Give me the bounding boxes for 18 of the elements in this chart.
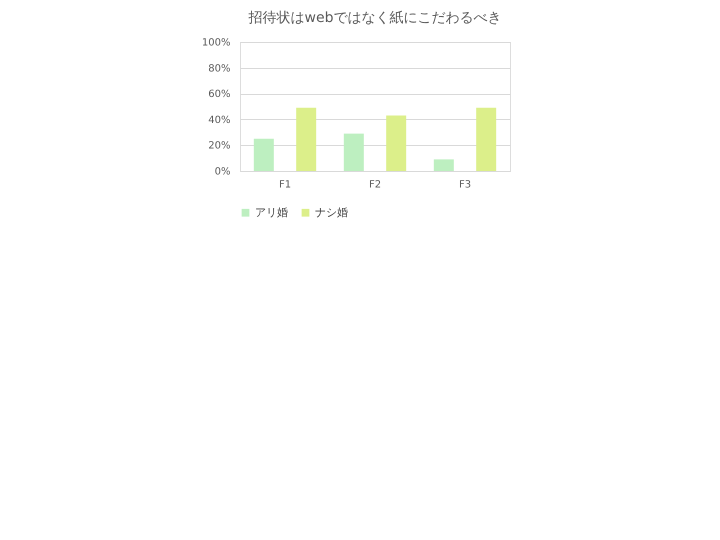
x-tick-label: F3 (458, 180, 472, 190)
bar (254, 138, 274, 171)
bar (434, 159, 454, 171)
y-tick-label: 0% (214, 166, 230, 178)
y-tick-label: 60% (208, 89, 230, 100)
x-tick-label: F2 (368, 180, 382, 190)
y-tick-label: 80% (208, 63, 230, 74)
legend-label: アリ婚 (255, 206, 288, 219)
bar (344, 134, 364, 171)
y-tick-label: 20% (208, 140, 230, 152)
bar (386, 116, 406, 171)
legend-label: ナシ婚 (315, 206, 348, 219)
bar (296, 108, 316, 171)
x-tick-label: F1 (278, 180, 292, 190)
bar (476, 108, 496, 171)
chart-title: 招待状はwebではなく紙にこだわるべき (248, 10, 502, 26)
y-tick-label: 100% (202, 38, 230, 48)
y-tick-label: 40% (208, 114, 230, 126)
